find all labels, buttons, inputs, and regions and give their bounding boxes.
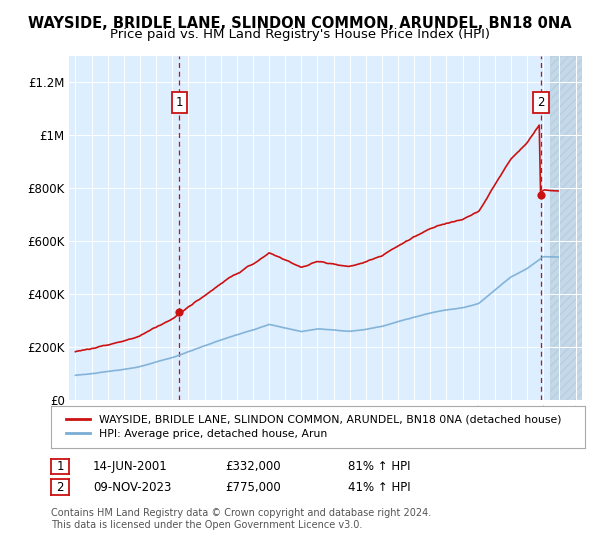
- Text: 14-JUN-2001: 14-JUN-2001: [93, 460, 168, 473]
- Point: [536, 190, 546, 199]
- Text: 41% ↑ HPI: 41% ↑ HPI: [348, 480, 410, 494]
- Text: 81% ↑ HPI: 81% ↑ HPI: [348, 460, 410, 473]
- Text: Contains HM Land Registry data © Crown copyright and database right 2024.
This d: Contains HM Land Registry data © Crown c…: [51, 508, 431, 530]
- Legend: WAYSIDE, BRIDLE LANE, SLINDON COMMON, ARUNDEL, BN18 0NA (detached house), HPI: A: WAYSIDE, BRIDLE LANE, SLINDON COMMON, AR…: [62, 410, 565, 444]
- Text: 09-NOV-2023: 09-NOV-2023: [93, 480, 172, 494]
- Text: 1: 1: [176, 96, 183, 109]
- Bar: [550, 56, 582, 400]
- Text: 2: 2: [56, 480, 64, 494]
- Text: Price paid vs. HM Land Registry's House Price Index (HPI): Price paid vs. HM Land Registry's House …: [110, 28, 490, 41]
- Text: 1: 1: [56, 460, 64, 473]
- Text: £332,000: £332,000: [225, 460, 281, 473]
- Text: WAYSIDE, BRIDLE LANE, SLINDON COMMON, ARUNDEL, BN18 0NA: WAYSIDE, BRIDLE LANE, SLINDON COMMON, AR…: [28, 16, 572, 31]
- Text: 2: 2: [537, 96, 545, 109]
- Point: [175, 308, 184, 317]
- Text: £775,000: £775,000: [225, 480, 281, 494]
